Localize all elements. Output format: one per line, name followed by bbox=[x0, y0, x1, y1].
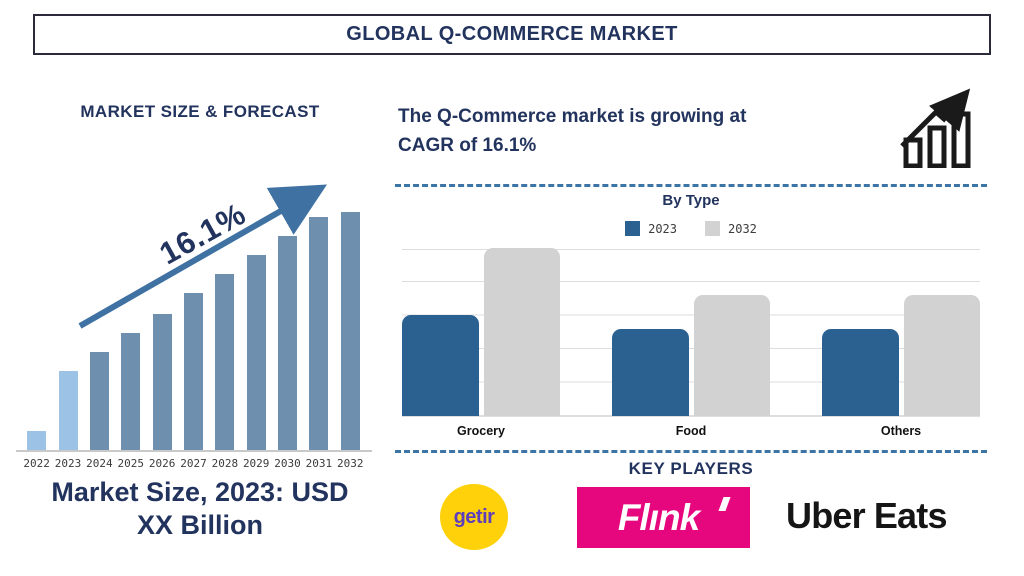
bar-group-grocery bbox=[402, 248, 560, 416]
bar-column-2022 bbox=[21, 212, 52, 450]
market-size-ticks: 2022 2023 2024 2025 2026 2027 2028 2029 2030 2031… bbox=[21, 457, 366, 470]
legend-item-2032: 2032 bbox=[705, 221, 757, 236]
headline-line-1: The Q-Commerce market is growing at bbox=[398, 106, 747, 127]
caption-line-2: XX Billion bbox=[136, 509, 263, 540]
market-size-axis-line bbox=[16, 450, 372, 452]
dashed-divider-bottom bbox=[395, 450, 987, 453]
tick-2022: 2022 bbox=[23, 457, 50, 470]
bar-column-2027 bbox=[178, 212, 209, 450]
bar-2031 bbox=[309, 217, 329, 450]
market-size-bars bbox=[21, 212, 366, 450]
page-title: GLOBAL Q-COMMERCE MARKET bbox=[346, 23, 678, 45]
legend-swatch-2023 bbox=[625, 221, 641, 236]
bar-column-2025 bbox=[115, 212, 146, 450]
caption-line-1: Market Size, 2023: USD bbox=[51, 477, 349, 507]
bar-column-2030 bbox=[272, 212, 303, 450]
bar-2022 bbox=[27, 431, 47, 450]
header: GLOBAL Q-COMMERCE MARKET bbox=[33, 14, 991, 55]
bar-column-2024 bbox=[84, 212, 115, 450]
by-type-legend: 2023 2032 bbox=[395, 221, 987, 236]
eats-word: Eats bbox=[873, 495, 948, 536]
getir-logo-text: getir bbox=[453, 505, 495, 528]
category-label-food: Food bbox=[675, 424, 707, 438]
bar-food-2023 bbox=[612, 329, 689, 416]
bar-column-2032 bbox=[335, 212, 366, 450]
bar-2025 bbox=[121, 333, 141, 450]
bar-2026 bbox=[152, 314, 172, 450]
legend-swatch-2032 bbox=[705, 221, 720, 236]
tick-2030: 2030 bbox=[274, 457, 301, 470]
tick-2026: 2026 bbox=[148, 457, 176, 470]
flink-logo-text: Flınk bbox=[617, 496, 700, 538]
dashed-divider-top bbox=[395, 184, 987, 187]
bar-2024 bbox=[89, 352, 109, 450]
bar-others-2023 bbox=[822, 329, 899, 416]
legend-label-2032: 2032 bbox=[728, 221, 757, 236]
legend-item-2023: 2023 bbox=[625, 221, 677, 236]
uber-word: Uber bbox=[786, 495, 866, 536]
bar-group-food bbox=[612, 250, 770, 416]
market-size-caption: Market Size, 2023: USD XX Billion bbox=[15, 476, 385, 542]
bar-column-2023 bbox=[52, 212, 83, 450]
bar-2029 bbox=[246, 255, 266, 450]
by-type-category-labels: Grocery Food Others bbox=[402, 424, 980, 438]
flink-apostrophe-mark bbox=[718, 497, 731, 511]
legend-label-2023: 2023 bbox=[648, 221, 677, 236]
growth-chart-icon bbox=[900, 88, 971, 168]
bar-2032 bbox=[340, 212, 360, 450]
bar-food-2032 bbox=[693, 295, 770, 416]
tick-2025: 2025 bbox=[117, 457, 145, 470]
category-label-others: Others bbox=[880, 424, 922, 438]
bar-grocery-2023 bbox=[402, 315, 479, 416]
growth-arrow-icon bbox=[78, 184, 328, 329]
flink-logo: Flınk bbox=[577, 487, 750, 548]
tick-2027: 2027 bbox=[180, 457, 207, 470]
bar-grocery-2032 bbox=[483, 248, 560, 416]
category-label-grocery: Grocery bbox=[457, 424, 505, 438]
bar-group-others bbox=[822, 250, 980, 416]
bar-column-2031 bbox=[303, 212, 334, 450]
key-players-title: KEY PLAYERS bbox=[628, 459, 754, 478]
headline-line-2: CAGR of 16.1% bbox=[398, 135, 537, 156]
bar-column-2026 bbox=[146, 212, 177, 450]
by-type-title: By Type bbox=[662, 192, 720, 209]
bar-2028 bbox=[215, 274, 235, 450]
tick-2028: 2028 bbox=[211, 457, 239, 470]
market-size-title: MARKET SIZE & FORECAST bbox=[80, 102, 320, 121]
uber-eats-logo: Uber Eats bbox=[786, 490, 996, 542]
bar-column-2028 bbox=[209, 212, 240, 450]
bar-others-2032 bbox=[903, 295, 980, 416]
bar-column-2029 bbox=[241, 212, 272, 450]
getir-logo: getir bbox=[440, 484, 508, 550]
tick-2024: 2024 bbox=[86, 457, 113, 470]
cagr-headline: The Q-Commerce market is growing at CAGR… bbox=[398, 102, 888, 160]
tick-2029: 2029 bbox=[242, 457, 270, 470]
tick-2023: 2023 bbox=[54, 457, 82, 470]
bar-2027 bbox=[183, 293, 203, 450]
tick-2032: 2032 bbox=[337, 457, 364, 470]
tick-2031: 2031 bbox=[305, 457, 333, 470]
bar-2030 bbox=[278, 236, 298, 450]
by-type-plot bbox=[402, 248, 980, 417]
bar-2023 bbox=[58, 371, 78, 450]
